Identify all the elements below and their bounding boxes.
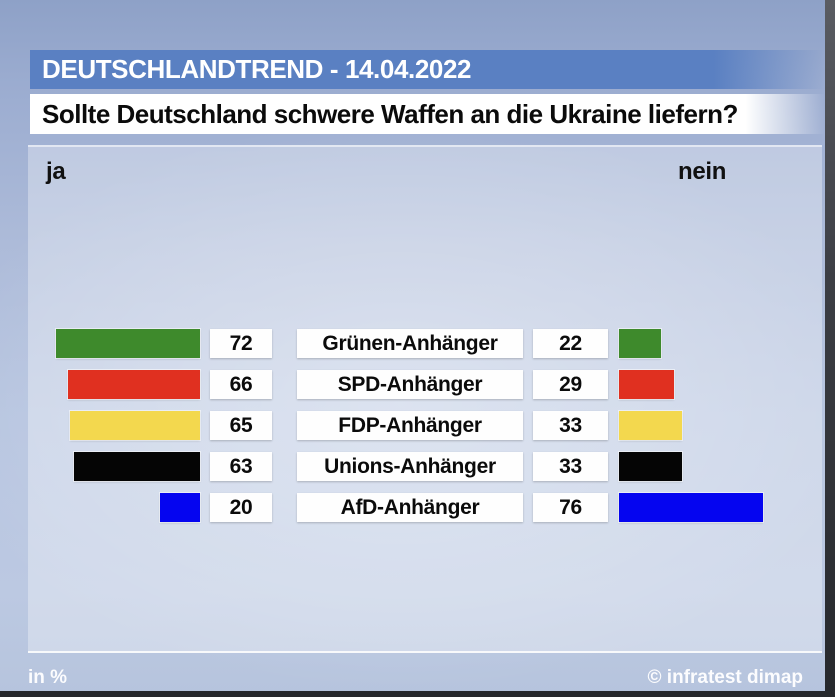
axis-label-ja: ja: [46, 158, 66, 185]
nein-value: 33: [533, 411, 608, 440]
nein-bar: [619, 370, 675, 399]
nein-bar: [619, 329, 661, 358]
party-row: 63 Unions-Anhänger 33: [0, 452, 835, 481]
party-label: FDP-Anhänger: [297, 411, 523, 440]
nein-bar: [619, 452, 682, 481]
nein-value: 33: [533, 452, 608, 481]
party-row: 65 FDP-Anhänger 33: [0, 411, 835, 440]
party-row: 72 Grünen-Anhänger 22: [0, 329, 835, 358]
nein-value: 29: [533, 370, 608, 399]
nein-bar: [619, 411, 682, 440]
page-title: DEUTSCHLANDTREND - 14.04.2022: [42, 54, 472, 84]
nein-value: 22: [533, 329, 608, 358]
party-label: Grünen-Anhänger: [297, 329, 523, 358]
ja-bar: [70, 411, 200, 440]
ja-bar: [56, 329, 200, 358]
party-row: 66 SPD-Anhänger 29: [0, 370, 835, 399]
title-bar: DEUTSCHLANDTREND - 14.04.2022: [30, 50, 825, 89]
ja-bar: [160, 493, 200, 522]
ja-value: 65: [210, 411, 272, 440]
unit-label: in %: [28, 667, 68, 688]
ja-value: 63: [210, 452, 272, 481]
frame-edge-right: [825, 0, 835, 697]
party-row: 20 AfD-Anhänger 76: [0, 493, 835, 522]
chart-panel: [28, 145, 822, 653]
axis-label-nein: nein: [678, 158, 727, 185]
ja-value: 20: [210, 493, 272, 522]
source-credit: © infratest dimap: [647, 667, 803, 688]
party-label: AfD-Anhänger: [297, 493, 523, 522]
chart-question: Sollte Deutschland schwere Waffen an die…: [42, 98, 738, 129]
ja-value: 72: [210, 329, 272, 358]
frame-edge-bottom: [0, 691, 835, 697]
ja-value: 66: [210, 370, 272, 399]
question-bar: Sollte Deutschland schwere Waffen an die…: [30, 94, 825, 134]
bar-rows: 72 Grünen-Anhänger 22 66 SPD-Anhänger 29 65 FDP…: [0, 329, 835, 534]
ja-bar: [68, 370, 200, 399]
nein-value: 76: [533, 493, 608, 522]
ja-bar: [74, 452, 200, 481]
party-label: Unions-Anhänger: [297, 452, 523, 481]
nein-bar: [619, 493, 764, 522]
party-label: SPD-Anhänger: [297, 370, 523, 399]
